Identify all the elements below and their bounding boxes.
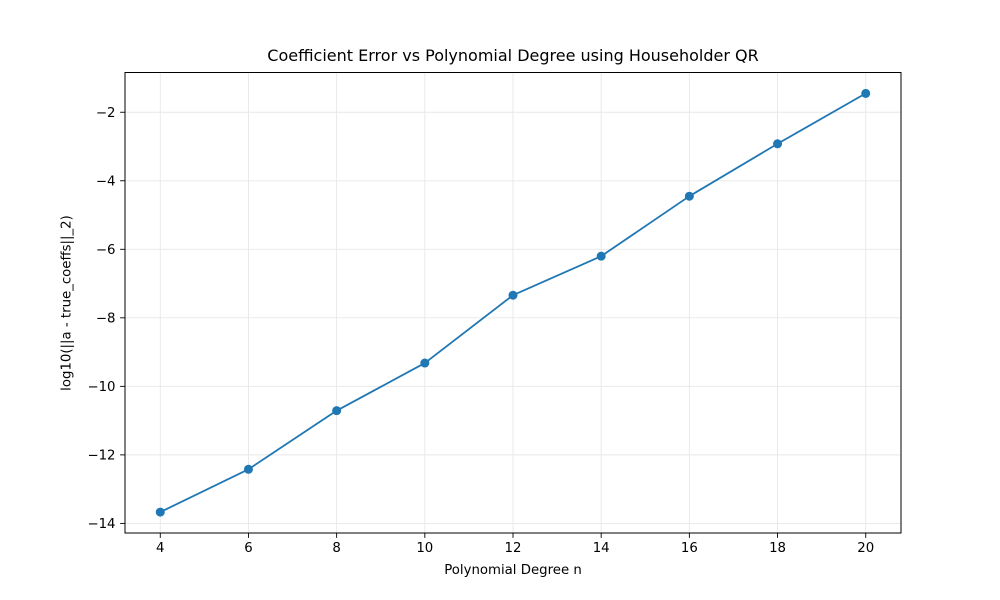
- data-point-marker: [243, 464, 253, 474]
- x-tick-label: 16: [681, 541, 698, 556]
- y-tick-label: −8: [96, 311, 116, 326]
- y-tick-label: −6: [96, 243, 116, 258]
- y-tick-label: −4: [96, 174, 116, 189]
- y-tick-label: −14: [87, 517, 115, 532]
- data-point-marker: [420, 358, 430, 368]
- data-point-marker: [861, 88, 871, 98]
- y-tick-label: −12: [87, 448, 115, 463]
- data-point-marker: [773, 139, 783, 149]
- x-tick-label: 12: [505, 541, 522, 556]
- x-tick-label: 6: [244, 541, 252, 556]
- x-axis-label: Polynomial Degree n: [444, 563, 582, 578]
- x-tick-label: 4: [156, 541, 164, 556]
- x-tick-label: 10: [416, 541, 433, 556]
- y-axis-label: log10(||a - true_coeffs||_2): [59, 215, 75, 391]
- data-point-marker: [508, 290, 518, 300]
- data-point-marker: [155, 507, 165, 517]
- x-tick-label: 8: [332, 541, 340, 556]
- y-tick-label: −2: [96, 106, 116, 121]
- x-tick-label: 20: [857, 541, 874, 556]
- data-point-marker: [332, 406, 342, 416]
- x-tick-label: 18: [769, 541, 786, 556]
- data-point-marker: [684, 191, 694, 201]
- y-tick-label: −10: [87, 380, 115, 395]
- data-point-marker: [596, 251, 606, 261]
- x-tick-label: 14: [593, 541, 610, 556]
- chart-title: Coefficient Error vs Polynomial Degree u…: [267, 46, 759, 65]
